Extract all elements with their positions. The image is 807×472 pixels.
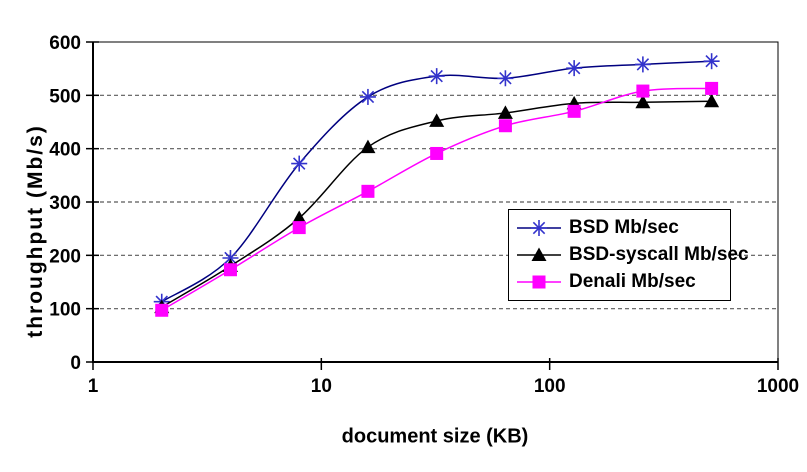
data-point-marker-asterisk (497, 70, 514, 87)
asterisk-arm (705, 54, 718, 68)
data-point-marker-triangle (429, 113, 445, 127)
square-shape (361, 184, 375, 198)
data-point-marker-square (430, 146, 444, 160)
legend-sample-marker (531, 247, 547, 261)
asterisk-legend-icon (517, 219, 561, 236)
y-tick-label: 600 (49, 33, 81, 54)
x-tick-label: 10 (311, 376, 332, 397)
legend-item: Denali Mb/sec (517, 271, 730, 293)
data-point-marker-asterisk (291, 155, 308, 172)
data-point-marker-square (223, 263, 237, 277)
data-point-marker-triangle (291, 210, 307, 224)
square-shape (636, 84, 650, 98)
data-point-marker-triangle (704, 93, 720, 108)
data-point-marker-asterisk (566, 60, 583, 77)
legend-label: BSD Mb/sec (569, 216, 679, 238)
triangle-shape (635, 94, 651, 109)
square-shape (567, 104, 581, 118)
square-shape (430, 146, 444, 160)
data-point-marker-triangle (497, 105, 513, 119)
data-point-marker-asterisk (359, 88, 376, 105)
asterisk-arm (224, 251, 237, 265)
asterisk-arm (567, 61, 581, 75)
legend-sample-marker (531, 219, 547, 236)
triangle-shape (429, 113, 445, 127)
x-tick-label: 1 (88, 376, 99, 397)
square-shape (705, 81, 719, 95)
data-point-marker-asterisk (428, 68, 445, 85)
data-point-marker-square (636, 84, 650, 98)
legend-sample-marker (532, 275, 546, 289)
data-point-marker-square (155, 303, 169, 317)
asterisk-arm (430, 69, 443, 83)
x-tick-label: 100 (534, 376, 566, 397)
asterisk-arm (361, 90, 375, 104)
asterisk-arm (532, 221, 546, 234)
data-point-marker-asterisk (634, 56, 651, 73)
data-point-marker-square (361, 184, 375, 198)
data-point-marker-square (705, 81, 719, 95)
square-legend-icon (517, 275, 561, 289)
data-point-marker-asterisk (703, 53, 720, 70)
triangle-legend-icon (517, 247, 561, 261)
data-point-marker-square (498, 119, 512, 133)
legend-item: BSD-syscall Mb/sec (517, 244, 749, 266)
legend: BSD Mb/sec BSD-syscall Mb/sec Denali Mb/se… (508, 209, 749, 301)
y-axis-title: throughput (Mb/s) (24, 124, 47, 338)
y-tick-label: 0 (70, 353, 81, 374)
legend-item: BSD Mb/sec (517, 217, 730, 239)
y-tick-label: 400 (49, 140, 81, 161)
asterisk-arm (636, 58, 650, 71)
x-tick-label: 1000 (757, 376, 799, 397)
triangle-shape (360, 139, 376, 154)
triangle-shape (531, 247, 547, 261)
triangle-shape (291, 210, 307, 224)
x-axis-title: document size (KB) (341, 425, 529, 448)
square-shape (155, 303, 169, 317)
legend-label: Denali Mb/sec (569, 271, 696, 293)
data-point-marker-triangle (635, 94, 651, 109)
legend-label: BSD-syscall Mb/sec (569, 243, 749, 265)
square-shape (292, 221, 306, 235)
square-shape (498, 119, 512, 133)
y-tick-label: 200 (49, 246, 81, 267)
data-point-marker-triangle (360, 139, 376, 154)
asterisk-arm (499, 72, 512, 85)
triangle-shape (704, 93, 720, 108)
asterisk-arm (292, 157, 306, 170)
y-tick-label: 300 (49, 193, 81, 214)
data-point-marker-square (292, 221, 306, 235)
series-line-1 (161, 60, 712, 303)
y-tick-label: 100 (49, 300, 81, 321)
square-shape (223, 263, 237, 277)
square-shape (532, 275, 546, 289)
data-point-marker-square (567, 104, 581, 118)
y-tick-label: 500 (49, 86, 81, 107)
triangle-shape (497, 105, 513, 119)
